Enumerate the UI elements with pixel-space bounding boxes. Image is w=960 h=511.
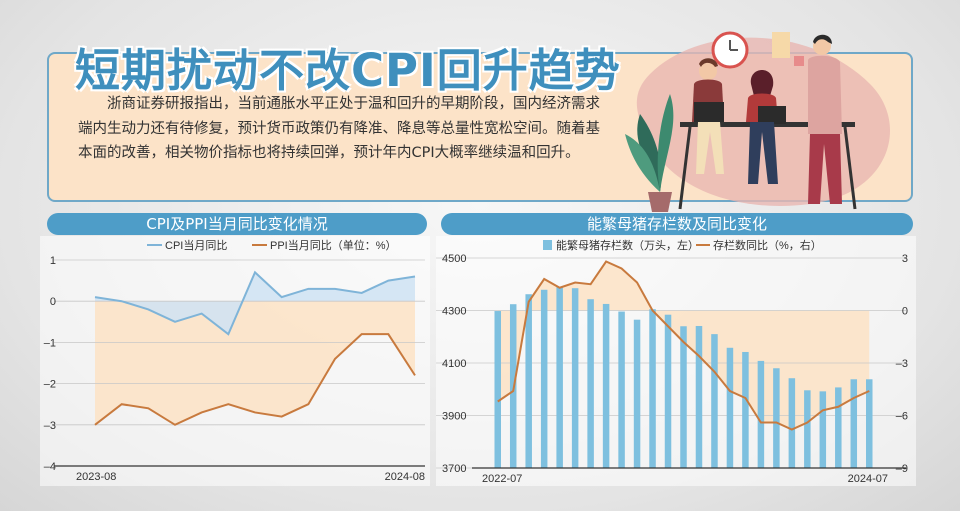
summary-text: 浙商证券研报指出，当前通胀水平正处于温和回升的早期阶段，国内经济需求端内生动力还… [78, 96, 600, 161]
inventory-bar [540, 289, 548, 468]
inventory-bar [788, 378, 796, 468]
y-tick-label: 1 [50, 255, 56, 267]
right-chart-title: 能繁母猪存栏数及同比变化 [441, 213, 913, 235]
y-tick-label: –1 [44, 337, 56, 349]
x-tick-label: 2024-08 [385, 471, 425, 483]
inventory-bar [680, 326, 687, 468]
ppi-area [95, 301, 415, 425]
inventory-bar [695, 325, 703, 468]
y-right-tick-label: 0 [902, 306, 908, 318]
inventory-bar [757, 360, 765, 468]
y-tick-label: –2 [44, 379, 56, 391]
x-tick-label: 2024-07 [848, 473, 888, 485]
y-tick-label: 0 [50, 296, 56, 308]
x-tick-label: 2022-07 [482, 473, 522, 485]
inventory-bar [804, 390, 811, 468]
right-legend: 能繁母猪存栏数（万头，左） 存栏数同比（%，右） [543, 238, 822, 252]
office-illustration [625, 31, 890, 212]
inventory-bar [602, 303, 610, 468]
inventory-bar [711, 334, 718, 468]
legend-bar-swatch [543, 240, 552, 250]
cpi-ppi-chart: CPI当月同比 PPI当月同比（单位：%） 1 0 –1 –2 –3 –4 2023-08 2… [40, 236, 430, 486]
sow-inventory-chart: 能繁母猪存栏数（万头，左） 存栏数同比（%，右） 4500 4300 4100 390… [436, 236, 916, 486]
cpi-area [95, 272, 415, 335]
y-left-tick-label: 3700 [442, 463, 466, 475]
y-left-tick-label: 3900 [442, 411, 466, 423]
inventory-bar [571, 288, 579, 468]
left-legend: CPI当月同比 PPI当月同比（单位：%） [147, 238, 397, 252]
legend-bar-label: 能繁母猪存栏数（万头，左） [556, 238, 699, 252]
page-title: 短期扰动不改CPI回升趋势 [75, 44, 621, 97]
inventory-bar [726, 347, 734, 468]
y-left-tick-label: 4300 [442, 306, 466, 318]
y-right-tick-label: –9 [896, 463, 908, 475]
y-right-tick-label: –6 [896, 411, 908, 423]
inventory-bar [866, 379, 873, 468]
inventory-bar [618, 311, 625, 468]
inventory-bar [819, 391, 827, 468]
inventory-bar [556, 286, 563, 468]
y-left-tick-label: 4500 [442, 253, 466, 265]
legend-line-label: 存栏数同比（%，右） [713, 238, 822, 252]
inventory-bar [773, 368, 780, 468]
legend-ppi-label: PPI当月同比（单位：%） [270, 238, 397, 252]
y-left-tick-label: 4100 [442, 358, 466, 370]
x-tick-label: 2023-08 [76, 471, 116, 483]
legend-cpi-label: CPI当月同比 [165, 238, 227, 252]
y-tick-label: –3 [44, 420, 56, 432]
y-right-tick-label: –3 [896, 358, 908, 370]
inventory-bar [494, 311, 501, 468]
y-right-tick-label: 3 [902, 253, 908, 265]
inventory-bar [664, 314, 672, 468]
inventory-bar [587, 299, 594, 468]
inventory-bar [649, 309, 656, 468]
inventory-bar [525, 294, 532, 468]
inventory-bar [850, 379, 858, 468]
y-tick-label: –4 [44, 461, 56, 473]
inventory-bar [742, 351, 749, 468]
inventory-bar [835, 387, 842, 468]
inventory-bar [633, 319, 641, 468]
left-chart-title: CPI及PPI当月同比变化情况 [47, 213, 427, 235]
